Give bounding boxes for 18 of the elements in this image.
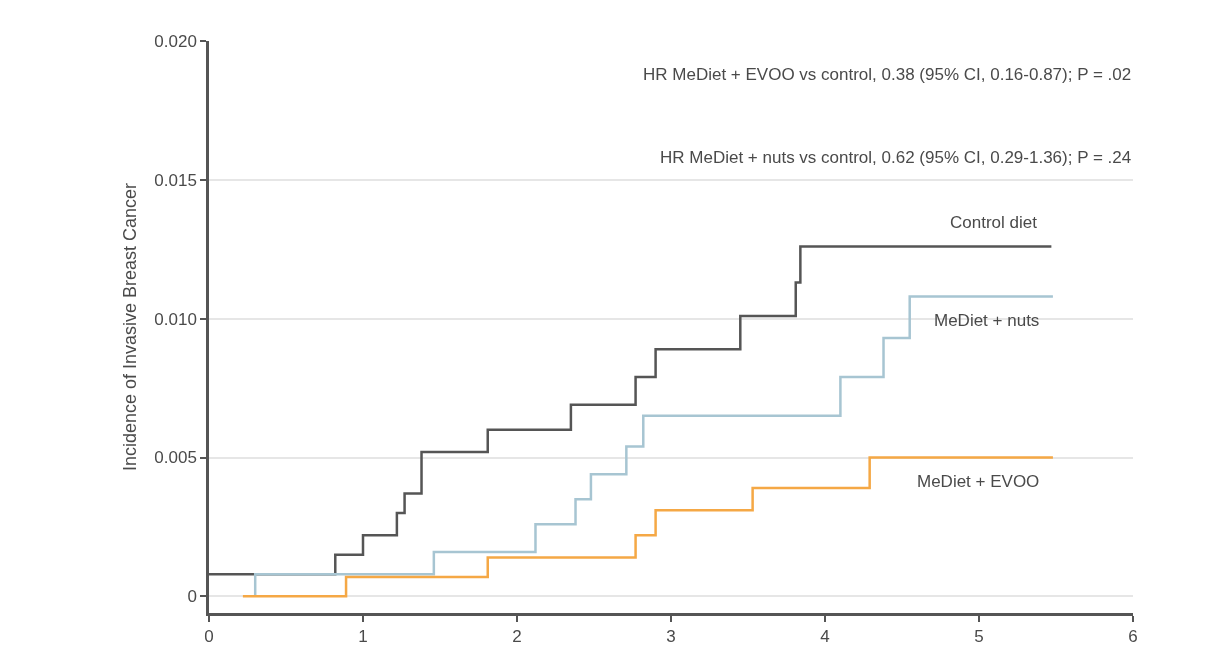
x-tick-label: 5 (974, 627, 984, 647)
x-tick-label: 4 (820, 627, 830, 647)
x-tick-label: 2 (512, 627, 522, 647)
y-tick-label: 0.010 (154, 309, 197, 329)
x-tick-label: 1 (358, 627, 368, 647)
y-tick-label: 0 (187, 587, 197, 607)
y-tick-label: 0.020 (154, 31, 197, 51)
annotation: HR MeDiet + EVOO vs control, 0.38 (95% CI, 0.16-0.87); P = .02 (643, 65, 1132, 84)
y-axis-title: Incidence of Invasive Breast Cancer (119, 182, 140, 472)
annotation: HR MeDiet + nuts vs control, 0.62 (95% CI, 0.29-1.36); P = .24 (660, 148, 1132, 167)
x-tick-label: 0 (204, 627, 214, 647)
series-label: Control diet (950, 213, 1038, 232)
y-tick-label: 0.015 (154, 170, 197, 190)
x-tick-label: 6 (1128, 627, 1138, 647)
y-tick-label: 0.005 (154, 448, 197, 468)
x-tick-label: 3 (666, 627, 676, 647)
series-label: MeDiet + nuts (934, 311, 1040, 330)
series-label: MeDiet + EVOO (917, 472, 1040, 491)
